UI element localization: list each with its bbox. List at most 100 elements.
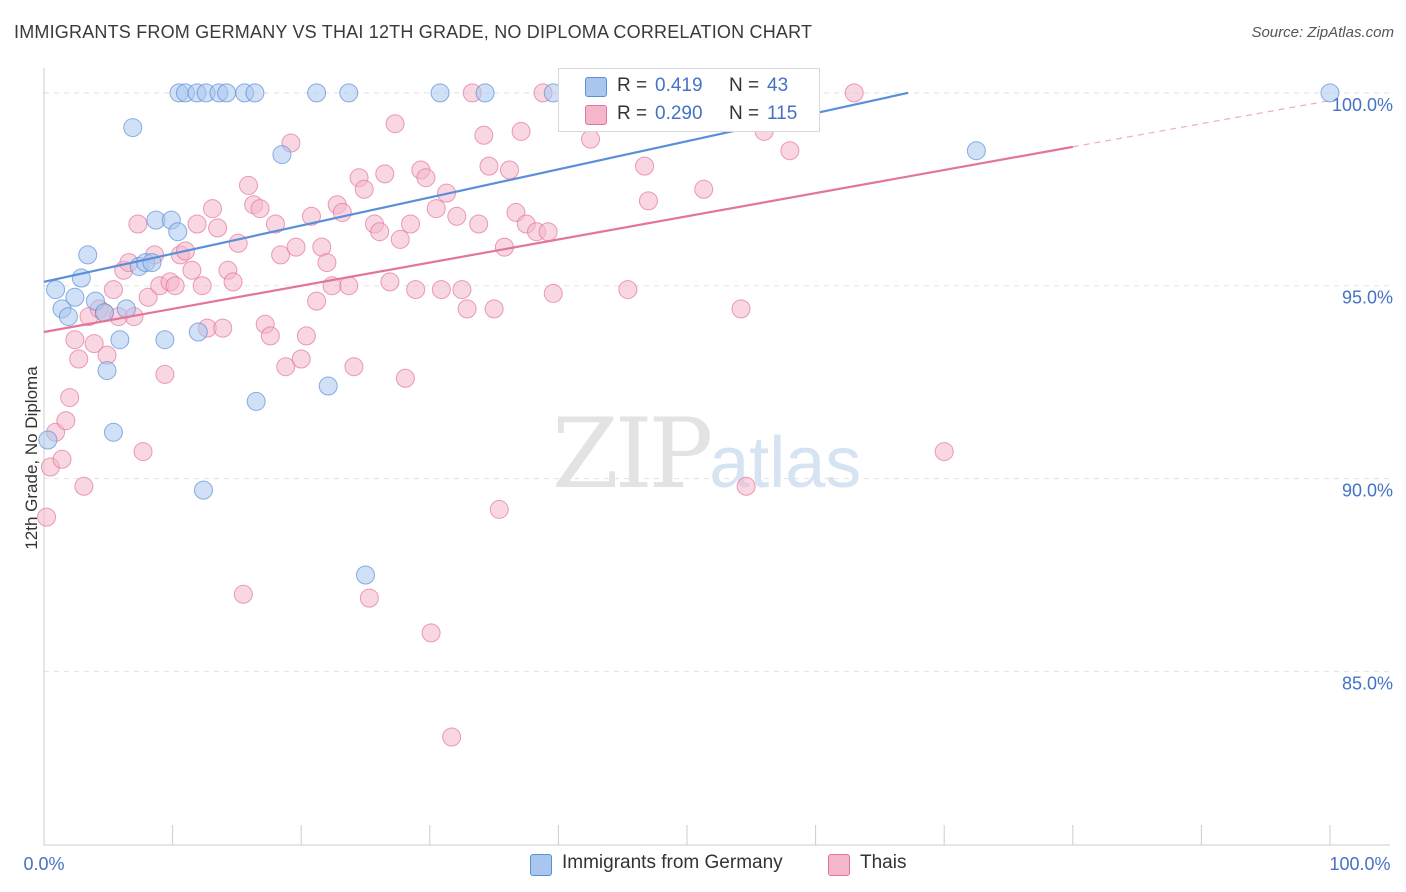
thais-point — [339, 276, 359, 296]
germany-point — [475, 83, 495, 103]
germany-legend-swatch — [530, 854, 552, 876]
germany-point — [272, 145, 292, 165]
thais-point — [265, 214, 285, 234]
thais-point — [426, 199, 446, 219]
thais-point — [390, 229, 410, 249]
germany-point — [110, 330, 130, 350]
legend-label: Immigrants from Germany — [562, 852, 783, 873]
germany-point — [155, 330, 175, 350]
germany-point — [245, 83, 265, 103]
thais-point — [359, 588, 379, 608]
germany-point — [246, 391, 266, 411]
thais-point — [155, 364, 175, 384]
thais-point — [421, 623, 441, 643]
r-value: 0.419 — [655, 75, 703, 96]
germany-point — [193, 480, 213, 500]
germany-point — [318, 376, 338, 396]
thais-point — [780, 141, 800, 161]
thais-point — [934, 442, 954, 462]
thais-point — [52, 449, 72, 469]
n-label: N = — [729, 103, 760, 124]
x-tick-label: 0.0% — [23, 854, 64, 874]
thais-point — [484, 299, 504, 319]
germany-point — [58, 307, 78, 327]
thais-point — [317, 253, 337, 273]
thais-point — [301, 206, 321, 226]
thais-point — [489, 499, 509, 519]
germany-point — [123, 118, 143, 138]
n-label: N = — [729, 75, 760, 96]
thais-point — [354, 179, 374, 199]
thais-point — [452, 280, 472, 300]
thais-point — [291, 349, 311, 369]
thais-point — [65, 330, 85, 350]
axes — [43, 68, 1390, 846]
thais-point — [511, 121, 531, 141]
thais-point — [844, 83, 864, 103]
thais-point — [370, 222, 390, 242]
thais-point — [635, 156, 655, 176]
thais-point — [638, 191, 658, 211]
source-label: Source: ZipAtlas.com — [1251, 24, 1394, 41]
thais-point — [416, 168, 436, 188]
watermark-zip: ZIP — [552, 398, 713, 510]
thais-point — [192, 276, 212, 296]
thais-point — [447, 206, 467, 226]
germany-point — [430, 83, 450, 103]
y-tick-label: 100.0% — [1332, 95, 1393, 115]
thais-point — [296, 326, 316, 346]
thais-point — [213, 318, 233, 338]
germany-point — [168, 222, 188, 242]
thais-point — [276, 357, 296, 377]
y-tick-label: 95.0% — [1342, 288, 1393, 308]
thais-point — [286, 237, 306, 257]
thais-point — [238, 175, 258, 195]
germany-point — [356, 565, 375, 585]
germany-point — [65, 287, 85, 307]
thais-point — [395, 368, 415, 388]
germany-point — [966, 141, 986, 161]
germany-point — [339, 83, 359, 103]
germany-point — [97, 361, 117, 381]
germany-point — [307, 83, 327, 103]
germany-point — [103, 422, 123, 442]
germany-swatch — [585, 77, 607, 97]
y-axis-label: 12th Grade, No Diploma — [22, 366, 41, 550]
thais-point — [500, 160, 520, 180]
thais-points — [37, 83, 954, 747]
thais-point — [736, 476, 756, 496]
thais-point — [187, 214, 207, 234]
germany-points — [38, 83, 1340, 585]
thais-point — [133, 442, 153, 462]
germany-point — [78, 245, 98, 265]
thais-point — [271, 245, 291, 265]
thais-legend-swatch — [828, 854, 850, 876]
chart-title: IMMIGRANTS FROM GERMANY VS THAI 12TH GRA… — [14, 22, 813, 42]
thais-point — [442, 727, 462, 747]
n-value: 43 — [767, 75, 789, 96]
thais-point — [307, 291, 327, 311]
thais-point — [474, 125, 494, 145]
thais-point — [165, 276, 185, 296]
r-label: R = — [617, 103, 648, 124]
thais-trend-extension — [1072, 99, 1331, 148]
r-label: R = — [617, 75, 648, 96]
thais-point — [103, 280, 123, 300]
watermark: ZIPatlas — [552, 398, 861, 510]
thais-trend-line — [43, 145, 1073, 334]
thais-point — [74, 476, 94, 496]
legend-row-thais: R = 0.290 N = 115 — [559, 100, 819, 128]
thais-swatch — [585, 105, 607, 125]
thais-point — [406, 280, 426, 300]
thais-point — [208, 218, 228, 238]
thais-point — [380, 272, 400, 292]
thais-point — [581, 129, 601, 149]
thais-point — [344, 357, 364, 377]
y-tick-label: 90.0% — [1342, 481, 1393, 501]
thais-point — [538, 222, 558, 242]
legend-row-germany: R = 0.419 N = 43 — [559, 72, 819, 100]
n-value: 115 — [767, 103, 798, 124]
thais-point — [694, 179, 714, 199]
thais-point — [543, 283, 563, 303]
